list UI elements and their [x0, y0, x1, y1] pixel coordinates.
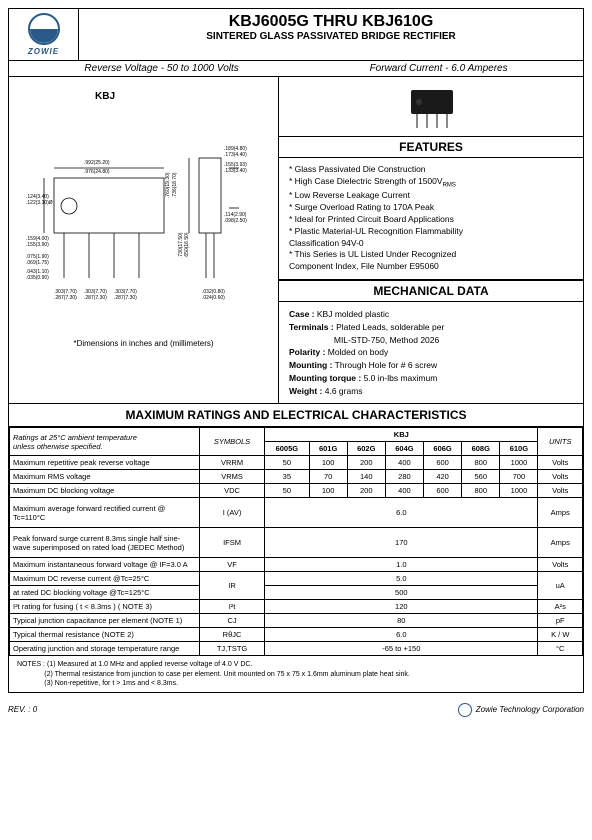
table-row: Typical thermal resistance (NOTE 2)RθJC6… — [10, 628, 583, 642]
svg-text:.173(4.40): .173(4.40) — [224, 152, 247, 158]
note-3: (3) Non-repetitive, for t > 1ms and < 8.… — [44, 680, 178, 687]
footer-company: Zowie Technology Corporation — [476, 705, 584, 714]
symbols-header: SYMBOLS — [200, 428, 265, 456]
title-cell: KBJ6005G THRU KBJ610G SINTERED GLASS PAS… — [79, 9, 583, 60]
svg-text:.976(24.80): .976(24.80) — [84, 169, 110, 175]
table-row: at rated DC blocking voltage @Tc=125°C50… — [10, 586, 583, 600]
feature-item: * Plastic Material-UL Recognition Flamma… — [289, 226, 573, 238]
mechanical-data: Case : KBJ molded plastic Terminals : Pl… — [279, 302, 583, 403]
notes-heading: NOTES : — [17, 661, 45, 668]
table-row: Peak forward surge current 8.3ms single … — [10, 528, 583, 558]
svg-text:.760(19.30): .760(19.30) — [165, 172, 171, 198]
spec-left: Reverse Voltage - 50 to 1000 Volts — [84, 63, 238, 74]
feature-item: * Surge Overload Rating to 170A Peak — [289, 202, 573, 214]
datasheet-page: ZOWIE KBJ6005G THRU KBJ610G SINTERED GLA… — [8, 8, 584, 693]
svg-text:.736(18.70): .736(18.70) — [172, 172, 178, 198]
package-drawing-icon: .992(25.20) .976(24.80) .124(3.40) .122(… — [24, 108, 264, 308]
feature-item: * Glass Passivated Die Construction — [289, 164, 573, 176]
table-row: I²t rating for fusing ( t < 8.3ms ) ( NO… — [10, 600, 583, 614]
note-1: (1) Measured at 1.0 MHz and applied reve… — [47, 661, 252, 668]
svg-text:.024(0.60): .024(0.60) — [202, 295, 225, 301]
svg-text:.098(2.50): .098(2.50) — [224, 218, 247, 224]
diagram-column: KBJ — [9, 77, 279, 403]
logo-cell: ZOWIE — [9, 9, 79, 60]
ratings-table: Ratings at 25°C ambient temperatureunles… — [9, 427, 583, 656]
table-row: Typical junction capacitance per element… — [10, 614, 583, 628]
features-list: * Glass Passivated Die Construction * Hi… — [279, 158, 583, 280]
svg-text:.650(16.50): .650(16.50) — [184, 232, 190, 258]
spec-right: Forward Current - 6.0 Amperes — [370, 63, 508, 74]
svg-text:.992(25.20): .992(25.20) — [84, 160, 110, 166]
feature-item: Component Index, File Number E95060 — [289, 261, 573, 273]
table-row: Operating junction and storage temperatu… — [10, 642, 583, 656]
diagram-label: KBJ — [95, 91, 115, 102]
package-diagram: KBJ — [15, 83, 272, 333]
table-row: Maximum DC reverse current @Tc=25°CIR5.0… — [10, 572, 583, 586]
feature-item: * This Series is UL Listed Under Recogni… — [289, 249, 573, 261]
table-row: Maximum repetitive peak reverse voltageV… — [10, 456, 583, 470]
group-header: KBJ — [265, 428, 538, 442]
feature-item: * High Case Dielectric Strength of 1500V… — [289, 176, 573, 190]
svg-text:.035(0.90): .035(0.90) — [26, 275, 49, 281]
sub-title: SINTERED GLASS PASSIVATED BRIDGE RECTIFI… — [83, 31, 579, 42]
feature-item: * Low Reverse Leakage Current — [289, 190, 573, 202]
svg-text:.287(7.30): .287(7.30) — [114, 295, 137, 301]
chip-icon — [391, 82, 471, 132]
table-row: Maximum RMS voltageVRMS35701402804205607… — [10, 470, 583, 484]
product-photo — [279, 77, 583, 137]
svg-text:.069(1.75): .069(1.75) — [26, 260, 49, 266]
dimension-note: *Dimensions in inches and (millimeters) — [15, 339, 272, 348]
logo-brand: ZOWIE — [28, 47, 59, 56]
note-2: (2) Thermal resistance from junction to … — [44, 671, 410, 678]
units-header: UNITS — [538, 428, 583, 456]
logo-icon — [28, 13, 60, 45]
main-title: KBJ6005G THRU KBJ610G — [83, 13, 579, 31]
table-row: Maximum DC blocking voltageVDC5010020040… — [10, 484, 583, 498]
ratings-heading: MAXIMUM RATINGS AND ELECTRICAL CHARACTER… — [9, 403, 583, 427]
right-column: FEATURES * Glass Passivated Die Construc… — [279, 77, 583, 403]
footer-logo: Zowie Technology Corporation — [458, 703, 584, 717]
svg-text:.133(3.40): .133(3.40) — [224, 168, 247, 174]
svg-text:.287(7.30): .287(7.30) — [54, 295, 77, 301]
svg-text:.122(3.10)Ø: .122(3.10)Ø — [26, 200, 53, 206]
table-note-cell: Ratings at 25°C ambient temperatureunles… — [10, 428, 200, 456]
mini-logo-icon — [458, 703, 472, 717]
upper-section: KBJ — [9, 77, 583, 403]
revision: REV. : 0 — [8, 705, 37, 714]
spec-row: Reverse Voltage - 50 to 1000 Volts Forwa… — [9, 61, 583, 77]
feature-item: * Ideal for Printed Circuit Board Applic… — [289, 214, 573, 226]
features-heading: FEATURES — [279, 137, 583, 158]
mechanical-heading: MECHANICAL DATA — [279, 280, 583, 302]
feature-item: Classification 94V-0 — [289, 238, 573, 250]
header-row: ZOWIE KBJ6005G THRU KBJ610G SINTERED GLA… — [9, 9, 583, 61]
table-row: Maximum instantaneous forward voltage @ … — [10, 558, 583, 572]
svg-text:.155(3.90): .155(3.90) — [26, 242, 49, 248]
page-footer: REV. : 0 Zowie Technology Corporation — [0, 701, 592, 723]
notes-section: NOTES : (1) Measured at 1.0 MHz and appl… — [9, 656, 583, 691]
svg-text:.287(7.30): .287(7.30) — [84, 295, 107, 301]
table-row: Maximum average forward rectified curren… — [10, 498, 583, 528]
